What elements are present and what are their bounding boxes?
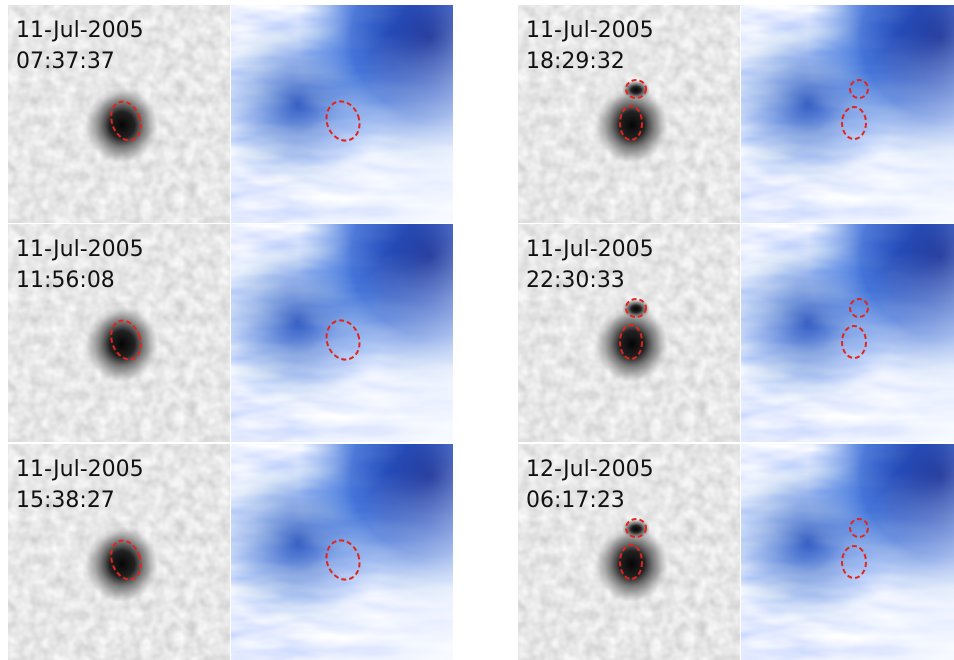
time-label: 06:17:23 (526, 488, 625, 513)
panel: 11-Jul-2005 15:38:27 (8, 444, 230, 660)
sunspot (86, 306, 158, 382)
figure: 11-Jul-200507:37:3711-Jul-200511:56:0811… (0, 0, 954, 660)
time-label: 22:30:33 (526, 268, 625, 293)
coronal-light (231, 5, 453, 223)
time-label: 18:29:32 (526, 49, 625, 74)
coronal-light (231, 444, 453, 660)
panel: 11-Jul-2005 22:30:33 (518, 224, 740, 442)
coronal-light (741, 224, 954, 442)
date-label: 11-Jul-2005 (526, 237, 654, 262)
time-label: 07:37:37 (16, 49, 115, 74)
coronal-light (741, 5, 954, 223)
date-label: 11-Jul-2005 (526, 18, 654, 43)
coronal-panel (231, 224, 453, 442)
coronal-panel (231, 5, 453, 223)
time-label: 15:38:27 (16, 488, 115, 513)
coronal-panel (741, 224, 954, 442)
sunspot (86, 87, 158, 163)
coronal-light (231, 224, 453, 442)
panel: 12-Jul-2005 06:17:23 (518, 444, 740, 660)
date-label: 11-Jul-2005 (16, 18, 144, 43)
date-label: 11-Jul-2005 (16, 457, 144, 482)
time-label: 11:56:08 (16, 268, 115, 293)
panel: 11-Jul-2005 07:37:37 (8, 5, 230, 223)
coronal-panel (741, 5, 954, 223)
panel: 11-Jul-2005 18:29:32 (518, 5, 740, 223)
sunspot (86, 526, 158, 602)
date-label: 12-Jul-2005 (526, 457, 654, 482)
coronal-panel (741, 444, 954, 660)
coronal-panel (231, 444, 453, 660)
panel: 11-Jul-2005 11:56:08 (8, 224, 230, 442)
date-label: 11-Jul-2005 (16, 237, 144, 262)
coronal-light (741, 444, 954, 660)
